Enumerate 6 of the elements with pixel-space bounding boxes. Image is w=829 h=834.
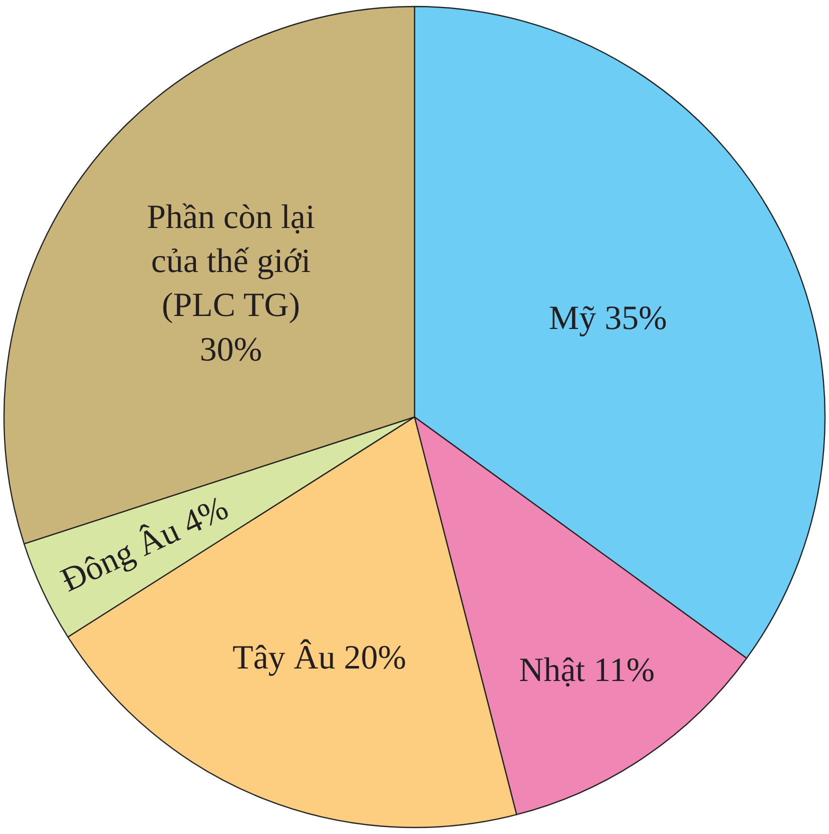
slice-label: Đông Âu 4% bbox=[55, 488, 234, 600]
slice-label: Mỹ 35% bbox=[548, 300, 667, 337]
slice-label: Nhật 11% bbox=[519, 652, 655, 690]
data-label: 30% bbox=[200, 331, 262, 368]
slice-label: Phần còn lại của thế giới (PLC TG) bbox=[146, 198, 315, 324]
slice-label: Tây Âu 20% bbox=[232, 638, 406, 676]
